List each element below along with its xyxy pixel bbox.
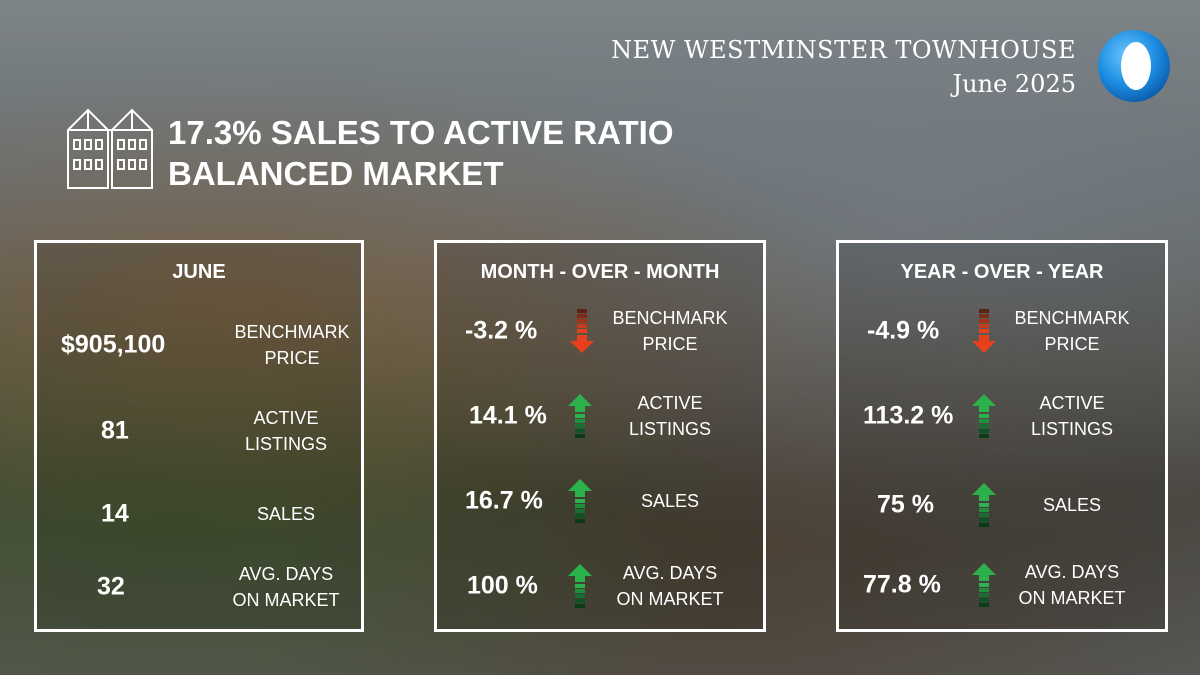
stat-value: $905,100 [61, 330, 166, 359]
arrow-up-icon [972, 394, 996, 438]
arrow-down-icon [972, 309, 996, 353]
stat-label: ACTIVE LISTINGS [244, 408, 328, 454]
stat-row-benchmark-price: $905,100 BENCHMARK PRICE [37, 315, 361, 375]
stat-label: SALES [256, 504, 316, 524]
stat-value: 100 % [467, 571, 538, 600]
arrow-up-icon [972, 563, 996, 607]
stat-value: 32 [97, 572, 125, 601]
stat-label: AVG. DAYS ON MARKET [1018, 562, 1126, 608]
arrow-down-icon [570, 309, 594, 353]
header-subtitle: June 2025 [952, 70, 1076, 98]
card-title: YEAR - OVER - YEAR [900, 261, 1104, 283]
stat-row-active-listings: 14.1 % ACTIVE LISTINGS [437, 386, 763, 446]
arrow-up-icon [568, 479, 592, 523]
headline: 17.3% SALES TO ACTIVE RATIO BALANCED MAR… [168, 112, 674, 194]
stat-label: SALES [1042, 495, 1102, 515]
stat-row-avg-days-on-market: 32 AVG. DAYS ON MARKET [37, 557, 361, 617]
stat-label: BENCHMARK PRICE [612, 308, 728, 354]
stat-row-sales: 75 % SALES [839, 475, 1165, 535]
stat-label: ACTIVE LISTINGS [628, 393, 712, 439]
stat-row-benchmark-price: -3.2 % BENCHMARK PRICE [437, 301, 763, 361]
stat-value: 113.2 % [863, 401, 954, 430]
stat-value: 14 [101, 499, 129, 528]
stat-label: ACTIVE LISTINGS [1030, 393, 1114, 439]
stat-row-sales: 16.7 % SALES [437, 471, 763, 531]
stat-value: -3.2 % [465, 316, 538, 345]
stat-value: 75 % [877, 490, 934, 519]
card-title: MONTH - OVER - MONTH [480, 261, 720, 283]
arrow-up-icon [972, 483, 996, 527]
card-month-over-month: MONTH - OVER - MONTH -3.2 % BENCHMARK PRI… [434, 240, 766, 632]
stat-label: BENCHMARK PRICE [1014, 308, 1130, 354]
card-june: JUNE $905,100 BENCHMARK PRICE 81 ACTIVE LI… [34, 240, 364, 632]
stat-row-avg-days-on-market: 77.8 % AVG. DAYS ON MARKET [839, 555, 1165, 615]
stat-value: -4.9 % [867, 316, 940, 345]
townhouse-icon [67, 108, 153, 189]
stat-value: 81 [101, 416, 129, 445]
stat-value: 77.8 % [863, 570, 941, 599]
card-title: JUNE [172, 261, 226, 283]
stat-row-avg-days-on-market: 100 % AVG. DAYS ON MARKET [437, 556, 763, 616]
stat-label: AVG. DAYS ON MARKET [616, 563, 724, 609]
stat-value: 16.7 % [465, 486, 543, 515]
brand-logo-icon [1098, 30, 1170, 102]
headline-market-status: BALANCED MARKET [168, 155, 504, 192]
header-title: NEW WESTMINSTER TOWNHOUSE [611, 36, 1076, 64]
stat-label: AVG. DAYS ON MARKET [232, 564, 340, 610]
arrow-up-icon [568, 564, 592, 608]
card-year-over-year: YEAR - OVER - YEAR -4.9 % BENCHMARK PRICE… [836, 240, 1168, 632]
stat-row-active-listings: 113.2 % ACTIVE LISTINGS [839, 386, 1165, 446]
stat-row-active-listings: 81 ACTIVE LISTINGS [37, 401, 361, 461]
headline-ratio: 17.3% SALES TO ACTIVE RATIO [168, 114, 674, 151]
arrow-up-icon [568, 394, 592, 438]
stat-row-sales: 14 SALES [37, 484, 361, 544]
stat-label: SALES [640, 491, 700, 511]
stat-row-benchmark-price: -4.9 % BENCHMARK PRICE [839, 301, 1165, 361]
stat-value: 14.1 % [469, 401, 547, 430]
stat-label: BENCHMARK PRICE [234, 322, 350, 368]
